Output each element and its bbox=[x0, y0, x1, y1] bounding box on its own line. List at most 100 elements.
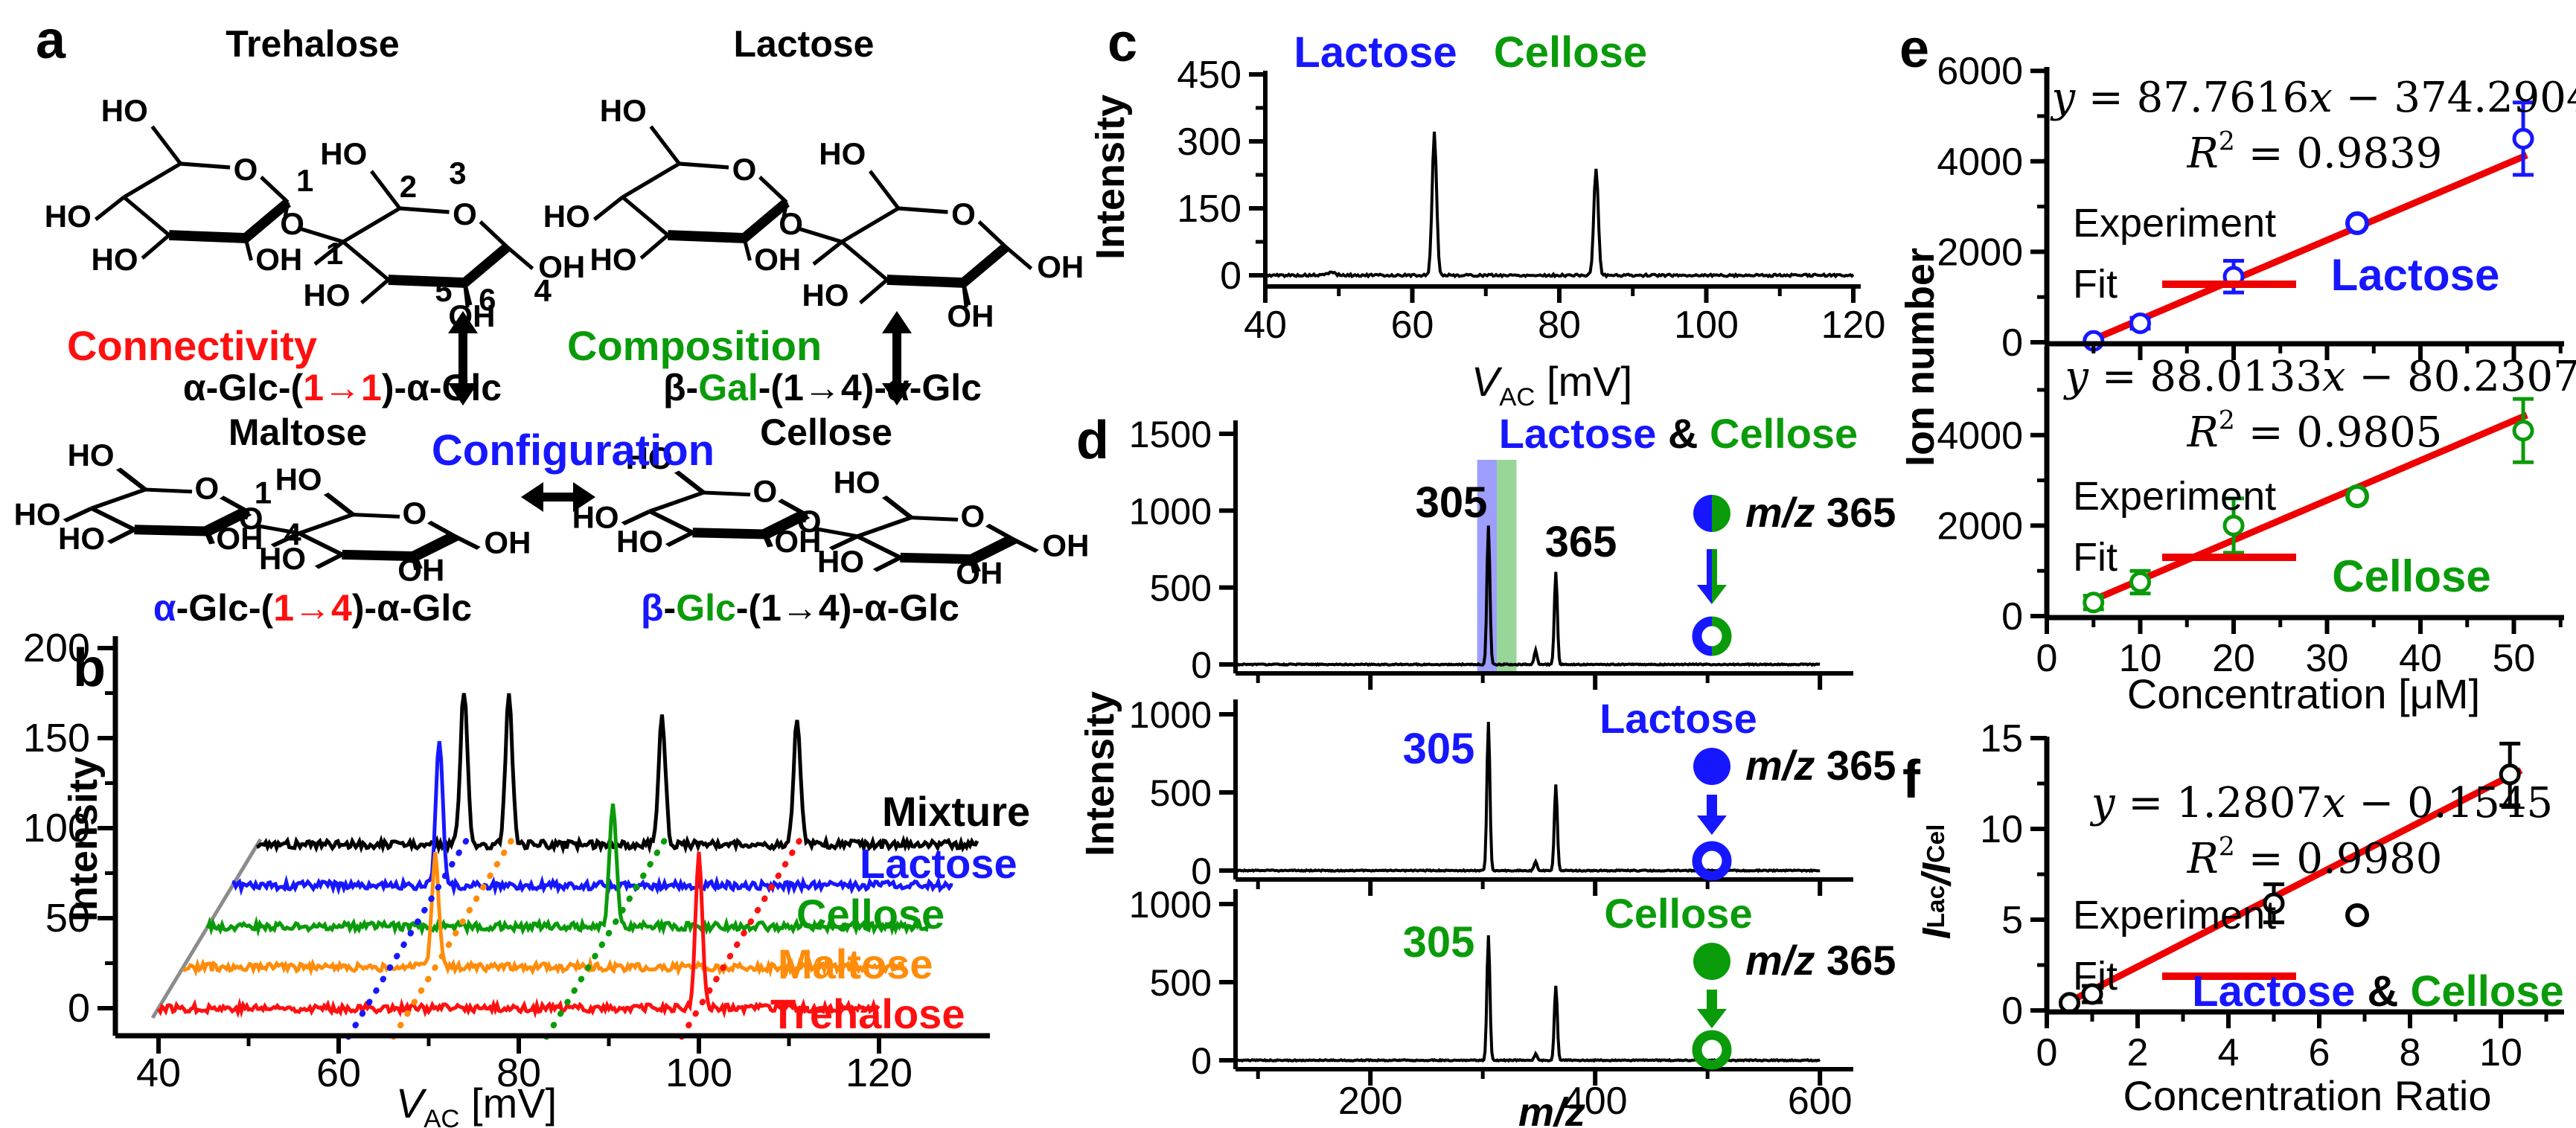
svg-text:600: 600 bbox=[1788, 1080, 1853, 1123]
svg-text:VAC [mV]: VAC [mV] bbox=[1471, 358, 1632, 411]
svg-text:60: 60 bbox=[316, 1051, 361, 1095]
svg-text:O: O bbox=[779, 206, 803, 241]
svg-text:0: 0 bbox=[2001, 321, 2023, 365]
svg-text:Concentration [μM]: Concentration [μM] bbox=[2127, 670, 2480, 717]
configuration-label: Configuration bbox=[431, 426, 715, 475]
svg-text:HO: HO bbox=[92, 242, 138, 277]
maltose-title: Maltose bbox=[228, 411, 368, 453]
svg-text:8: 8 bbox=[2400, 1031, 2421, 1074]
svg-text:10: 10 bbox=[2119, 637, 2162, 680]
svg-text:O: O bbox=[752, 473, 777, 508]
composition-label: Composition bbox=[567, 322, 822, 369]
svg-text:Cellose: Cellose bbox=[1604, 890, 1752, 937]
panel-letter-f: f bbox=[1902, 750, 1920, 810]
svg-text:6: 6 bbox=[2309, 1031, 2330, 1074]
svg-text:Lactose: Lactose bbox=[1294, 28, 1457, 77]
svg-text:HO: HO bbox=[304, 278, 351, 313]
svg-text:Mixture: Mixture bbox=[882, 788, 1030, 835]
svg-text:0: 0 bbox=[68, 986, 90, 1031]
svg-text:120: 120 bbox=[846, 1051, 913, 1095]
maltose-formula: α-Glc-(1→4)-α-Glc bbox=[153, 587, 473, 629]
svg-text:4000: 4000 bbox=[1937, 414, 2023, 458]
svg-text:0: 0 bbox=[1191, 644, 1212, 686]
svg-text:Lactose: Lactose bbox=[2331, 250, 2500, 300]
svg-text:305: 305 bbox=[1416, 478, 1488, 527]
svg-text:40: 40 bbox=[2399, 637, 2442, 680]
svg-text:2: 2 bbox=[2127, 1031, 2149, 1074]
svg-text:O: O bbox=[951, 196, 976, 231]
svg-text:1: 1 bbox=[296, 163, 313, 198]
svg-text:m/z 365: m/z 365 bbox=[1745, 742, 1896, 789]
svg-text:HO: HO bbox=[817, 544, 864, 579]
svg-text:30: 30 bbox=[2306, 637, 2349, 680]
panel-letter-b: b bbox=[73, 638, 106, 698]
svg-text:0: 0 bbox=[1191, 850, 1212, 892]
svg-text:80: 80 bbox=[1538, 304, 1581, 347]
svg-text:HO: HO bbox=[600, 93, 647, 128]
svg-text:HO: HO bbox=[543, 199, 590, 234]
svg-text:100: 100 bbox=[665, 1051, 732, 1095]
svg-text:HO: HO bbox=[626, 440, 673, 475]
svg-text:O: O bbox=[239, 501, 263, 536]
svg-text:R2 = 0.9980: R2 = 0.9980 bbox=[2187, 832, 2443, 883]
svg-text:Cellose: Cellose bbox=[1494, 28, 1647, 77]
svg-text:6: 6 bbox=[479, 282, 496, 317]
svg-text:10: 10 bbox=[1980, 808, 2023, 851]
svg-text:50: 50 bbox=[45, 896, 90, 940]
svg-text:HO: HO bbox=[14, 497, 61, 532]
svg-text:200: 200 bbox=[1338, 1080, 1403, 1123]
svg-text:Fit: Fit bbox=[2073, 954, 2118, 999]
svg-text:Maltose: Maltose bbox=[778, 940, 933, 987]
lactose-formula: β-Gal-(1→4)-α-Glc bbox=[663, 367, 982, 408]
svg-text:OH: OH bbox=[1037, 249, 1084, 284]
svg-text:OH: OH bbox=[255, 242, 302, 277]
svg-text:1: 1 bbox=[255, 475, 272, 510]
svg-text:HO: HO bbox=[590, 242, 637, 277]
svg-text:80: 80 bbox=[496, 1051, 541, 1095]
svg-text:HO: HO bbox=[834, 465, 880, 500]
cellose-formula: β-Glc-(1→4)-α-Glc bbox=[641, 587, 959, 629]
svg-text:HO: HO bbox=[616, 524, 663, 559]
panel-letter-d: d bbox=[1076, 411, 1109, 470]
svg-text:OH: OH bbox=[774, 524, 821, 559]
svg-text:4: 4 bbox=[284, 516, 301, 551]
svg-text:m/z 365: m/z 365 bbox=[1745, 489, 1896, 536]
svg-text:4: 4 bbox=[2218, 1031, 2240, 1074]
svg-text:Cellose: Cellose bbox=[796, 891, 945, 938]
svg-text:1000: 1000 bbox=[1129, 694, 1212, 736]
cellose-title: Cellose bbox=[760, 411, 892, 453]
svg-text:O: O bbox=[234, 152, 258, 187]
svg-text:0: 0 bbox=[2036, 1031, 2058, 1074]
svg-text:1: 1 bbox=[326, 236, 343, 271]
svg-text:15: 15 bbox=[1980, 717, 2023, 760]
svg-text:120: 120 bbox=[1821, 304, 1886, 347]
svg-text:Lactose & Cellose: Lactose & Cellose bbox=[1499, 410, 1858, 457]
svg-text:Concentration Ratio: Concentration Ratio bbox=[2123, 1072, 2492, 1119]
trehalose-formula: α-Glc-(1→1)-α-Glc bbox=[182, 367, 502, 408]
svg-text:HO: HO bbox=[259, 541, 306, 576]
svg-text:HO: HO bbox=[320, 136, 367, 171]
e-ylabel-ion-number: Ion number bbox=[1898, 248, 1943, 467]
svg-text:Lactose: Lactose bbox=[860, 840, 1017, 887]
trehalose-title: Trehalose bbox=[226, 23, 400, 65]
svg-text:40: 40 bbox=[136, 1051, 181, 1095]
svg-text:O: O bbox=[960, 499, 985, 533]
svg-text:VAC [mV]: VAC [mV] bbox=[396, 1080, 557, 1128]
svg-text:OH: OH bbox=[538, 249, 585, 284]
panel-letter-a: a bbox=[36, 10, 66, 70]
svg-text:y = 87.7616x − 374.2904: y = 87.7616x − 374.2904 bbox=[2049, 74, 2576, 122]
svg-text:0: 0 bbox=[1220, 254, 1241, 298]
svg-text:HO: HO bbox=[45, 199, 92, 234]
svg-text:500: 500 bbox=[1150, 568, 1212, 609]
svg-text:10: 10 bbox=[2479, 1031, 2522, 1074]
svg-text:6000: 6000 bbox=[1937, 50, 2023, 93]
svg-text:Experiment: Experiment bbox=[2073, 201, 2276, 246]
svg-text:150: 150 bbox=[23, 716, 90, 760]
svg-text:OH: OH bbox=[484, 525, 531, 560]
svg-text:Fit: Fit bbox=[2073, 262, 2118, 307]
svg-text:400: 400 bbox=[1563, 1080, 1628, 1123]
svg-text:500: 500 bbox=[1150, 772, 1212, 814]
svg-text:5: 5 bbox=[435, 273, 452, 308]
svg-text:0: 0 bbox=[2001, 990, 2023, 1033]
svg-text:0: 0 bbox=[1191, 1040, 1212, 1082]
